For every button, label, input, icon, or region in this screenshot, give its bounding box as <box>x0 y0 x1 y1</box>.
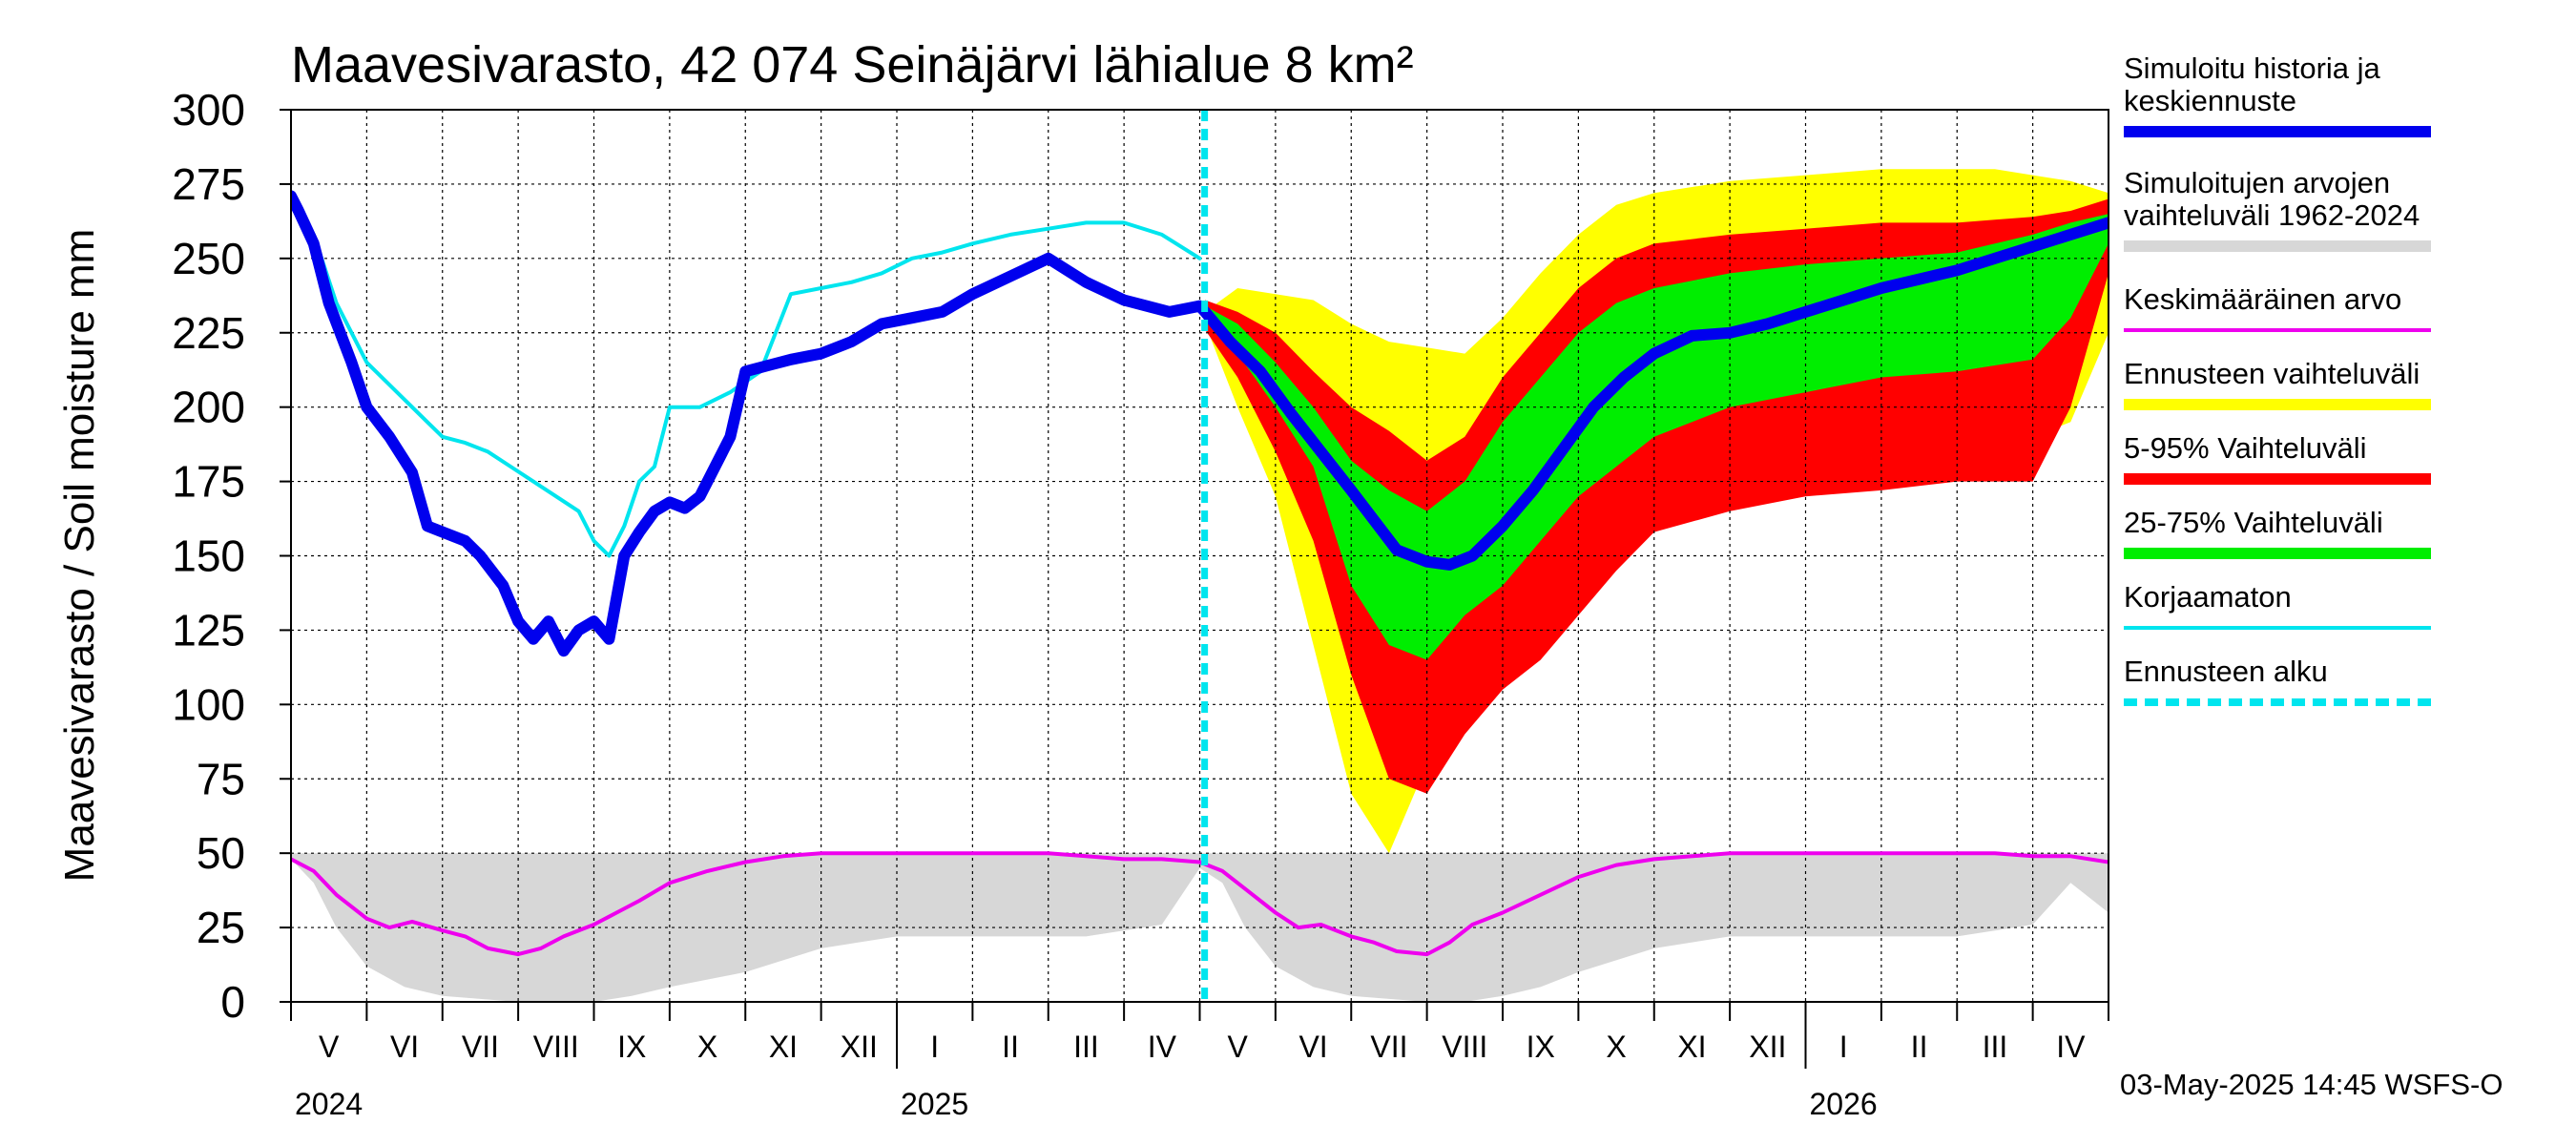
month-label: XII <box>841 1030 878 1064</box>
legend-label: Korjaamaton <box>2124 580 2292 614</box>
month-label: I <box>930 1030 939 1064</box>
month-label: IX <box>617 1030 646 1064</box>
chart-title: Maavesivarasto, 42 074 Seinäjärvi lähial… <box>291 36 1414 94</box>
year-label: 2025 <box>901 1087 968 1121</box>
x-axis: V VI VII VIII IX X XI XII I II III IV V VI VII VIII IX X X… <box>290 1002 2109 1121</box>
ytick-label: 275 <box>172 159 245 209</box>
legend-label: Ennusteen vaihteluväli <box>2124 357 2420 390</box>
year-label: 2024 <box>295 1087 363 1121</box>
month-label: II <box>1911 1030 1928 1064</box>
month-label: X <box>697 1030 717 1064</box>
month-label: VII <box>462 1030 499 1064</box>
month-label: IX <box>1527 1030 1555 1064</box>
year-label: 2026 <box>1810 1087 1878 1121</box>
legend-label: keskiennuste <box>2124 84 2296 117</box>
month-label: VIII <box>1442 1030 1487 1064</box>
series-line-1 <box>291 197 1202 558</box>
month-label: VI <box>1298 1030 1327 1064</box>
month-label: XI <box>769 1030 798 1064</box>
month-label: III <box>1983 1030 2008 1064</box>
ytick-label: 225 <box>172 308 245 358</box>
ytick-label: 300 <box>172 85 245 135</box>
month-label: IV <box>1148 1030 1177 1064</box>
month-label: VII <box>1370 1030 1407 1064</box>
grid-lines <box>291 110 2109 1002</box>
month-label: XII <box>1749 1030 1786 1064</box>
legend-label: vaihteluväli 1962-2024 <box>2124 198 2420 232</box>
legend-label: Simuloitujen arvojen <box>2124 166 2390 199</box>
month-label: I <box>1839 1030 1848 1064</box>
ytick-label: 25 <box>197 903 245 952</box>
y-axis-label: Maavesivarasto / Soil moisture mm <box>56 229 103 883</box>
ytick-label: 100 <box>172 679 245 729</box>
ytick-label: 200 <box>172 383 245 432</box>
ytick-label: 50 <box>197 828 245 878</box>
legend-label: Keskimääräinen arvo <box>2124 282 2401 316</box>
series-line-0 <box>291 190 2109 657</box>
series-lines <box>291 110 2109 1002</box>
ytick-label: 175 <box>172 457 245 507</box>
month-label: V <box>319 1030 340 1064</box>
series-line-2 <box>291 851 2109 957</box>
legend-label: Simuloitu historia ja <box>2124 52 2381 85</box>
legend-label: 5-95% Vaihteluväli <box>2124 431 2366 465</box>
footer-timestamp: 03-May-2025 14:45 WSFS-O <box>2120 1068 2503 1101</box>
legend-label: Ennusteen alku <box>2124 655 2328 688</box>
ytick-label: 75 <box>197 754 245 803</box>
month-label: II <box>1002 1030 1019 1064</box>
month-label: XI <box>1677 1030 1706 1064</box>
ytick-label: 125 <box>172 605 245 655</box>
ytick-label: 150 <box>172 531 245 581</box>
ytick-label: 250 <box>172 234 245 283</box>
ytick-label: 0 <box>220 977 245 1027</box>
month-label: V <box>1228 1030 1249 1064</box>
y-axis-ticks: 0 25 50 75 100 125 150 175 200 225 250 275 300 <box>172 85 291 1027</box>
month-label: III <box>1073 1030 1099 1064</box>
month-label: VIII <box>533 1030 579 1064</box>
month-label: IV <box>2056 1030 2086 1064</box>
month-label: VI <box>390 1030 419 1064</box>
band-3 <box>1205 214 2109 660</box>
legend-label: 25-75% Vaihteluväli <box>2124 506 2383 539</box>
month-label: X <box>1606 1030 1626 1064</box>
